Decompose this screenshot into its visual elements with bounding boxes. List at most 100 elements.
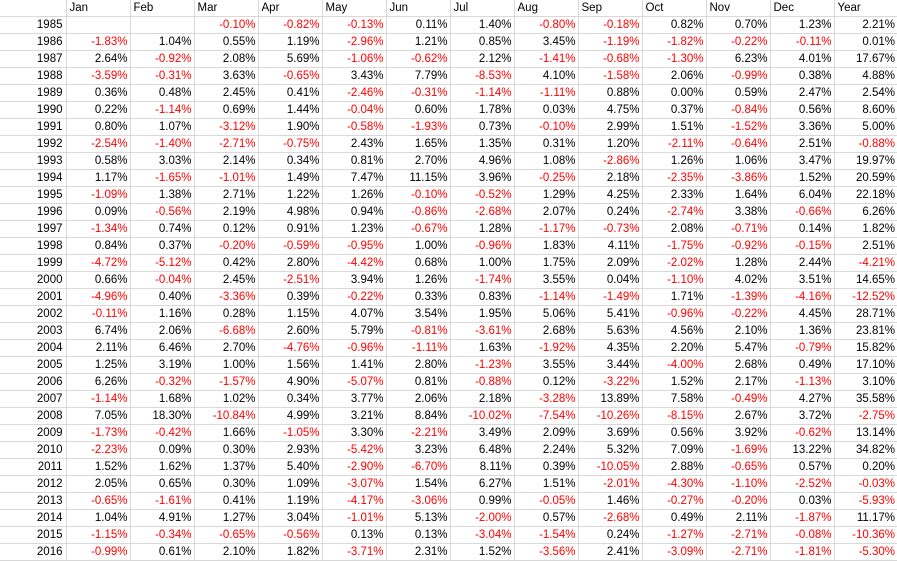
- cell-year-total[interactable]: 2.21%: [834, 16, 897, 34]
- cell-nov[interactable]: -2.71%: [706, 526, 771, 544]
- cell-feb[interactable]: 1.07%: [130, 118, 195, 136]
- row-year-cell[interactable]: 2004: [0, 339, 67, 357]
- cell-sep[interactable]: 5.32%: [578, 441, 643, 459]
- cell-may[interactable]: 7.47%: [322, 169, 387, 187]
- cell-year-total[interactable]: -5.93%: [834, 492, 897, 510]
- cell-mar[interactable]: 2.70%: [194, 339, 259, 357]
- row-year-cell[interactable]: 1993: [0, 152, 67, 170]
- cell-sep[interactable]: 4.11%: [578, 237, 643, 255]
- cell-may[interactable]: 2.43%: [322, 135, 387, 153]
- cell-aug[interactable]: -0.25%: [514, 169, 579, 187]
- cell-sep[interactable]: -2.01%: [578, 475, 643, 493]
- cell-may[interactable]: -0.96%: [322, 339, 387, 357]
- cell-jun[interactable]: -1.93%: [386, 118, 451, 136]
- cell-nov[interactable]: -0.65%: [706, 458, 771, 476]
- cell-jun[interactable]: 11.15%: [386, 169, 451, 187]
- cell-mar[interactable]: 1.02%: [194, 390, 259, 408]
- cell-aug[interactable]: -3.28%: [514, 390, 579, 408]
- cell-aug[interactable]: 0.12%: [514, 373, 579, 391]
- cell-sep[interactable]: 1.46%: [578, 492, 643, 510]
- cell-apr[interactable]: 1.49%: [258, 169, 323, 187]
- cell-feb[interactable]: 1.38%: [130, 186, 195, 204]
- cell-oct[interactable]: -2.02%: [642, 254, 707, 272]
- cell-nov[interactable]: 2.17%: [706, 373, 771, 391]
- cell-jun[interactable]: 3.54%: [386, 305, 451, 323]
- cell-jan[interactable]: 0.80%: [66, 118, 131, 136]
- cell-apr[interactable]: 1.15%: [258, 305, 323, 323]
- cell-oct[interactable]: -1.30%: [642, 50, 707, 68]
- cell-jun[interactable]: 7.79%: [386, 67, 451, 85]
- cell-jul[interactable]: -8.53%: [450, 67, 515, 85]
- cell-apr[interactable]: 1.22%: [258, 186, 323, 204]
- cell-feb[interactable]: -1.40%: [130, 135, 195, 153]
- cell-dec[interactable]: 1.36%: [770, 322, 835, 340]
- cell-aug[interactable]: -0.05%: [514, 492, 579, 510]
- row-year-cell[interactable]: 1986: [0, 33, 67, 51]
- cell-jan[interactable]: -1.09%: [66, 186, 131, 204]
- cell-mar[interactable]: 2.19%: [194, 203, 259, 221]
- cell-jul[interactable]: -0.96%: [450, 237, 515, 255]
- row-year-cell[interactable]: 1996: [0, 203, 67, 221]
- row-year-cell[interactable]: 1997: [0, 220, 67, 238]
- cell-may[interactable]: 3.77%: [322, 390, 387, 408]
- cell-feb[interactable]: -1.14%: [130, 101, 195, 119]
- cell-dec[interactable]: 6.04%: [770, 186, 835, 204]
- row-year-cell[interactable]: 2007: [0, 390, 67, 408]
- cell-jan[interactable]: 0.36%: [66, 84, 131, 102]
- cell-jan[interactable]: 0.09%: [66, 203, 131, 221]
- cell-mar[interactable]: -0.65%: [194, 526, 259, 544]
- header-cell-aug[interactable]: Aug: [514, 0, 579, 17]
- cell-apr[interactable]: 4.99%: [258, 407, 323, 425]
- cell-jan[interactable]: 0.84%: [66, 237, 131, 255]
- row-year-cell[interactable]: 2013: [0, 492, 67, 510]
- cell-oct[interactable]: -0.27%: [642, 492, 707, 510]
- row-year-cell[interactable]: 2016: [0, 543, 67, 561]
- cell-oct[interactable]: -0.96%: [642, 305, 707, 323]
- cell-jun[interactable]: 1.00%: [386, 237, 451, 255]
- cell-oct[interactable]: 4.56%: [642, 322, 707, 340]
- row-year-cell[interactable]: 2003: [0, 322, 67, 340]
- cell-oct[interactable]: 0.37%: [642, 101, 707, 119]
- cell-mar[interactable]: 2.14%: [194, 152, 259, 170]
- cell-dec[interactable]: 2.51%: [770, 135, 835, 153]
- cell-aug[interactable]: -1.92%: [514, 339, 579, 357]
- cell-aug[interactable]: 1.83%: [514, 237, 579, 255]
- cell-dec[interactable]: 1.23%: [770, 16, 835, 34]
- cell-year-total[interactable]: 4.88%: [834, 67, 897, 85]
- cell-sep[interactable]: -0.18%: [578, 16, 643, 34]
- cell-oct[interactable]: 2.08%: [642, 220, 707, 238]
- cell-apr[interactable]: 0.91%: [258, 220, 323, 238]
- cell-nov[interactable]: -1.10%: [706, 475, 771, 493]
- cell-sep[interactable]: 3.44%: [578, 356, 643, 374]
- cell-dec[interactable]: 0.49%: [770, 356, 835, 374]
- row-year-cell[interactable]: 2001: [0, 288, 67, 306]
- row-year-cell[interactable]: 2010: [0, 441, 67, 459]
- cell-jul[interactable]: 1.63%: [450, 339, 515, 357]
- cell-jun[interactable]: 1.65%: [386, 135, 451, 153]
- cell-jan[interactable]: 2.11%: [66, 339, 131, 357]
- cell-may[interactable]: 1.26%: [322, 186, 387, 204]
- cell-mar[interactable]: -0.20%: [194, 237, 259, 255]
- cell-may[interactable]: 0.13%: [322, 526, 387, 544]
- cell-aug[interactable]: 3.45%: [514, 33, 579, 51]
- cell-may[interactable]: -5.42%: [322, 441, 387, 459]
- cell-jul[interactable]: 1.40%: [450, 16, 515, 34]
- cell-feb[interactable]: 0.48%: [130, 84, 195, 102]
- row-year-cell[interactable]: 1991: [0, 118, 67, 136]
- cell-nov[interactable]: -1.39%: [706, 288, 771, 306]
- cell-apr[interactable]: 5.69%: [258, 50, 323, 68]
- cell-may[interactable]: 5.79%: [322, 322, 387, 340]
- cell-sep[interactable]: -3.22%: [578, 373, 643, 391]
- cell-oct[interactable]: 0.82%: [642, 16, 707, 34]
- cell-may[interactable]: -4.17%: [322, 492, 387, 510]
- cell-jan[interactable]: 6.74%: [66, 322, 131, 340]
- cell-mar[interactable]: 1.66%: [194, 424, 259, 442]
- cell-feb[interactable]: 2.06%: [130, 322, 195, 340]
- cell-feb[interactable]: 1.16%: [130, 305, 195, 323]
- cell-year-total[interactable]: 22.18%: [834, 186, 897, 204]
- cell-year-total[interactable]: 8.60%: [834, 101, 897, 119]
- cell-aug[interactable]: 2.68%: [514, 322, 579, 340]
- cell-feb[interactable]: 6.46%: [130, 339, 195, 357]
- cell-nov[interactable]: 1.06%: [706, 152, 771, 170]
- row-year-cell[interactable]: 1988: [0, 67, 67, 85]
